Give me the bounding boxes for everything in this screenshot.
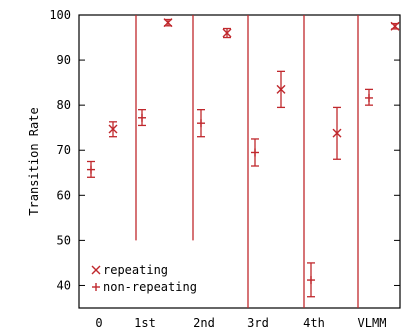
- non-repeating-point: [307, 262, 315, 298]
- x-tick-label: 2nd: [193, 316, 215, 330]
- y-tick-label: 80: [57, 98, 71, 112]
- x-axis: 0 1st 2nd 3rd 4th VLMM: [95, 316, 386, 330]
- legend-label: non-repeating: [103, 280, 197, 294]
- x-marker: [332, 128, 342, 138]
- non-repeating-point: [87, 160, 95, 178]
- repeating-point: [108, 121, 118, 138]
- y-tick-label: 90: [57, 53, 71, 67]
- x-tick-label: 1st: [134, 316, 156, 330]
- x-tick-label: VLMM: [358, 316, 387, 330]
- data-marks: [87, 18, 400, 298]
- x-marker: [276, 84, 286, 94]
- legend-label: repeating: [103, 263, 168, 277]
- x-marker: [163, 18, 173, 28]
- x-marker: [390, 21, 400, 31]
- x-marker: [222, 28, 232, 38]
- non-repeating-point: [138, 109, 146, 127]
- repeating-point: [222, 27, 232, 39]
- x-marker: [108, 124, 118, 134]
- category-dividers: [135, 15, 359, 308]
- plot-frame: [78, 14, 401, 309]
- y-axis-label: Transition Rate: [27, 107, 41, 215]
- repeating-point: [276, 70, 286, 109]
- y-tick-label: 100: [49, 8, 71, 22]
- repeating-point: [332, 106, 342, 160]
- y-tick-label: 40: [57, 278, 71, 292]
- legend: repeating non-repeating: [91, 263, 197, 294]
- repeating-point: [163, 18, 173, 28]
- repeating-point: [390, 21, 400, 31]
- y-tick-label: 50: [57, 233, 71, 247]
- x-tick-label: 3rd: [247, 316, 269, 330]
- x-tick-label: 0: [95, 316, 102, 330]
- non-repeating-point: [251, 138, 259, 167]
- plot-border: [78, 14, 401, 309]
- y-tick-label: 60: [57, 188, 71, 202]
- legend-x-marker: [91, 265, 101, 275]
- y-axis: 40 50 60 70 80 90 100: [49, 8, 400, 292]
- non-repeating-point: [365, 88, 373, 106]
- x-tick-label: 4th: [303, 316, 325, 330]
- non-repeating-point: [197, 109, 205, 138]
- y-tick-label: 70: [57, 143, 71, 157]
